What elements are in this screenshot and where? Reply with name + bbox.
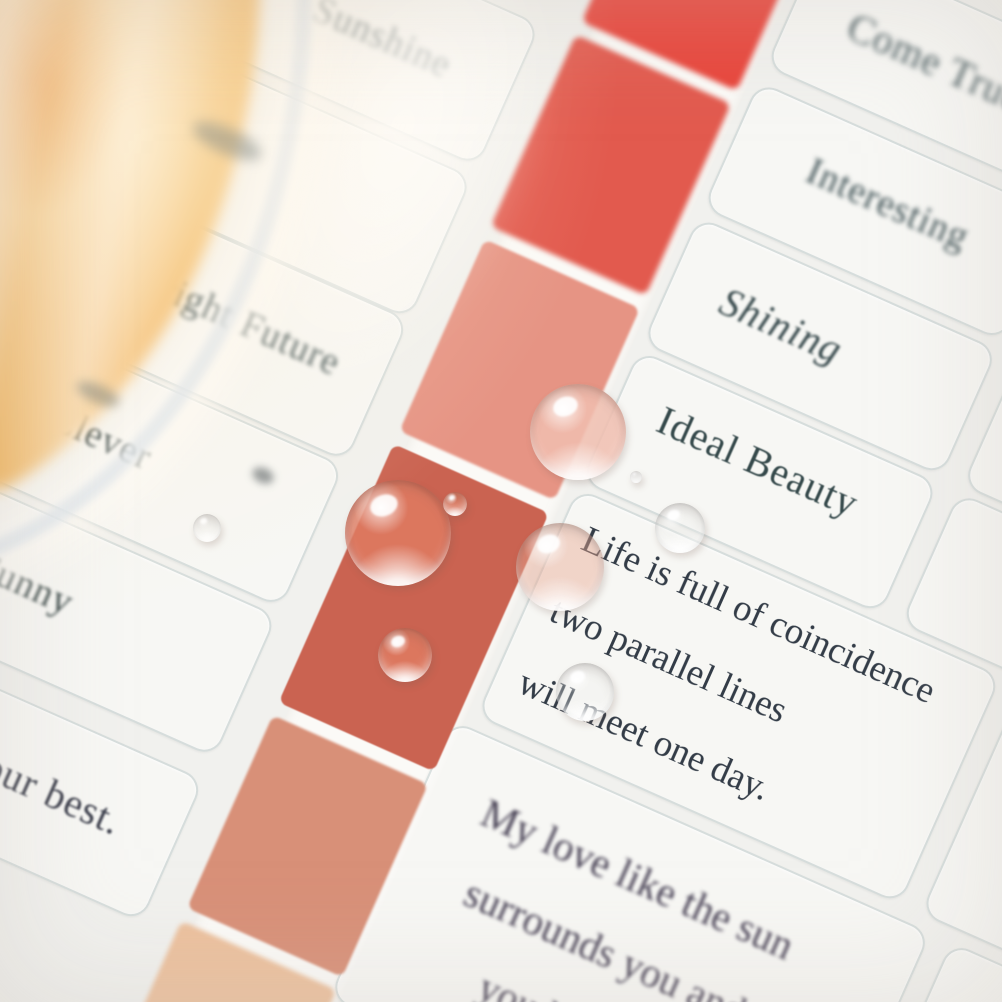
water-droplet <box>193 514 221 542</box>
water-droplet <box>345 480 451 586</box>
water-droplet <box>655 503 705 553</box>
water-droplet <box>630 471 642 483</box>
water-droplet <box>516 523 604 611</box>
water-droplet <box>556 663 614 721</box>
water-droplet <box>378 628 432 682</box>
water-droplet <box>443 492 467 516</box>
glass-cup <box>0 0 260 530</box>
water-droplet <box>530 384 626 480</box>
glass-reflection-streaks <box>0 0 260 530</box>
